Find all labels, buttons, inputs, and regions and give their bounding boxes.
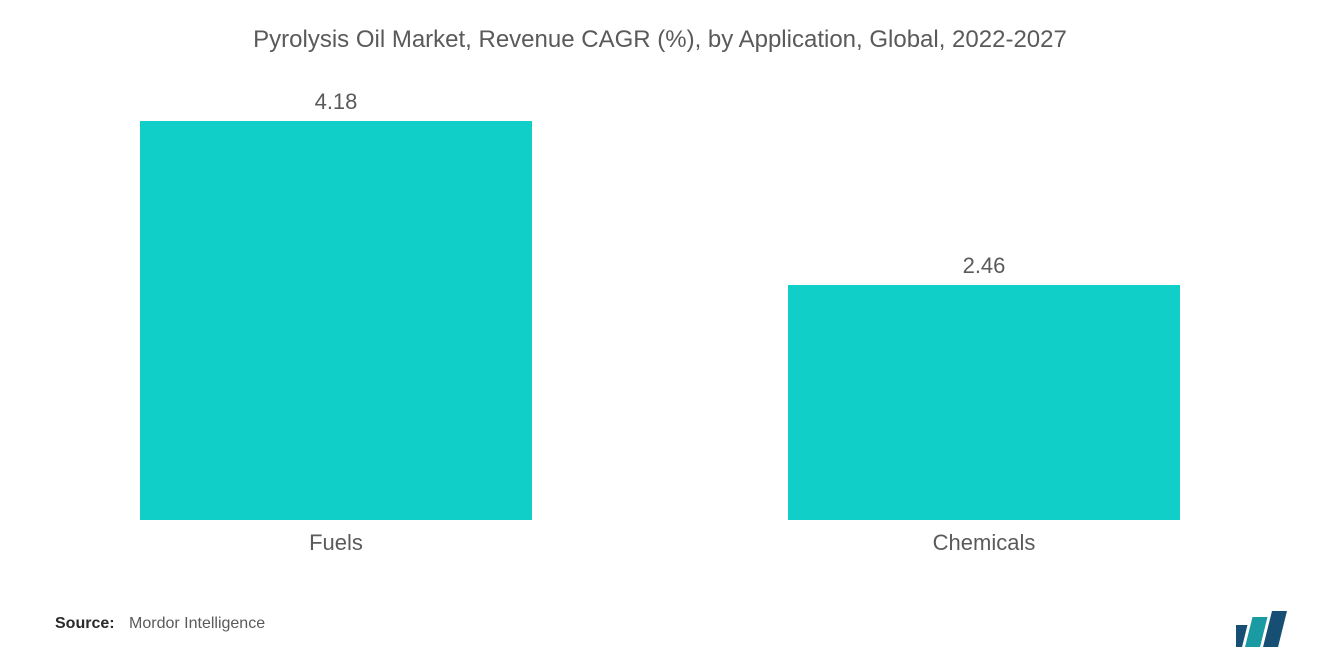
bar-fuels: [140, 121, 532, 520]
chart-title: Pyrolysis Oil Market, Revenue CAGR (%), …: [0, 26, 1320, 54]
mordor-logo-icon: [1236, 611, 1290, 647]
chart-container: { "chart": { "type": "bar", "title": "Py…: [0, 0, 1320, 665]
value-label-fuels: 4.18: [140, 89, 532, 115]
category-label-fuels: Fuels: [140, 530, 532, 556]
source-value: Mordor Intelligence: [129, 615, 265, 632]
category-label-chemicals: Chemicals: [788, 530, 1180, 556]
value-label-chemicals: 2.46: [788, 253, 1180, 279]
plot-area: 4.18 2.46: [130, 90, 1190, 520]
source-label: Source:: [55, 615, 115, 632]
bar-chemicals: [788, 285, 1180, 520]
source-attribution: Source: Mordor Intelligence: [55, 615, 265, 633]
